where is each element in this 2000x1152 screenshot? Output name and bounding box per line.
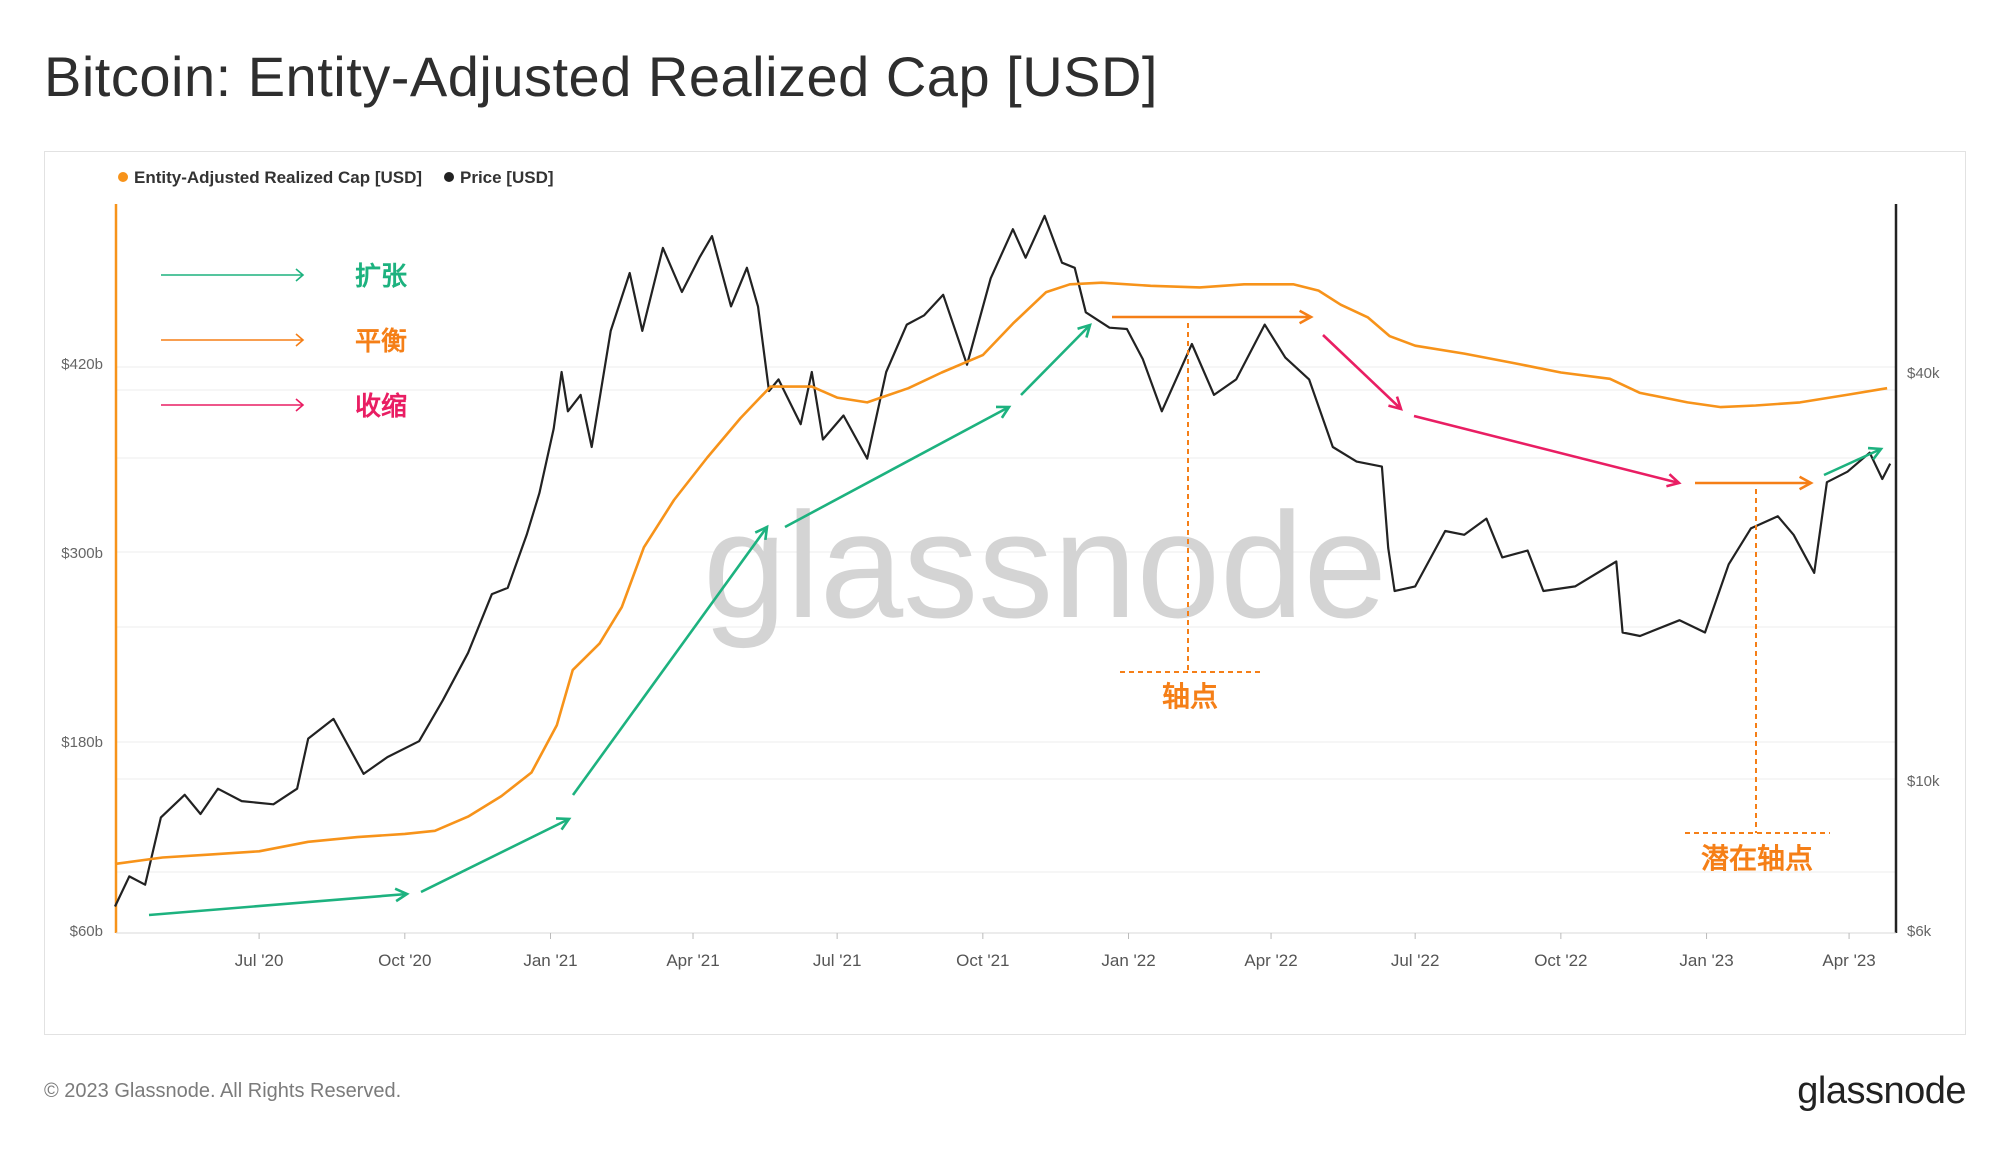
chart-svg: Entity-Adjusted Realized Cap [USD] Price… [61, 168, 1940, 970]
arrow-shaft [148, 892, 408, 917]
arrow-shaft [1413, 414, 1680, 485]
x-tick-label: Jan '23 [1679, 951, 1733, 970]
y-left-tick-label: $300b [61, 545, 103, 562]
y-right-tick-label: $10k [1907, 773, 1940, 790]
annotation-legend-label: 收缩 [355, 391, 407, 421]
chart-legend[interactable]: Entity-Adjusted Realized Cap [USD] Price… [118, 168, 554, 187]
x-tick-label: Oct '21 [956, 951, 1009, 970]
arrow-expansion [571, 524, 769, 796]
x-tick-label: Jan '21 [523, 951, 577, 970]
watermark: glassnode [703, 481, 1387, 649]
annotation-legend-item: 收缩 [161, 391, 407, 421]
arrow-expansion [420, 817, 572, 894]
series-line-price [114, 214, 1892, 907]
y-left-tick-label: $420b [61, 356, 103, 373]
arrow-head [555, 817, 572, 831]
legend-label-price[interactable]: Price [USD] [460, 168, 554, 187]
x-tick-label: Apr '23 [1822, 951, 1875, 970]
arrow-contraction [1322, 334, 1403, 411]
legend-label-realized-cap[interactable]: Entity-Adjusted Realized Cap [USD] [134, 168, 422, 187]
annotation-legend-arrowhead [295, 398, 305, 412]
annotation-legend-label: 平衡 [355, 326, 407, 356]
annotation-legend-item: 扩张 [161, 261, 408, 291]
arrow-shaft [1823, 447, 1882, 477]
arrow-head [1666, 473, 1682, 488]
legend-dot-realized-cap [118, 172, 128, 182]
page-title: Bitcoin: Entity-Adjusted Realized Cap [U… [44, 45, 1158, 108]
footer-logo[interactable]: glassnode [1797, 1070, 1966, 1112]
arrow-contraction [1413, 414, 1682, 488]
arrow-shaft [784, 405, 1010, 529]
series-group [114, 214, 1892, 907]
series-line-realized-cap [114, 281, 1888, 866]
arrow-balance [1112, 309, 1314, 325]
chart-panel: Entity-Adjusted Realized Cap [USD] Price… [44, 151, 1966, 1035]
arrow-head [1388, 396, 1403, 411]
arrow-shaft [1322, 334, 1402, 410]
y-right-tick-label: $6k [1907, 923, 1932, 940]
arrow-head [1798, 475, 1814, 491]
arrow-expansion [784, 405, 1012, 529]
annotation-legend-arrowhead [295, 333, 305, 347]
arrow-head [394, 887, 410, 903]
x-tick-label: Jul '22 [1391, 951, 1440, 970]
y-left-tick-label: $60b [70, 923, 103, 940]
arrow-head [1077, 323, 1092, 338]
arrow-head [995, 405, 1012, 419]
annotation-arrows [148, 309, 1884, 917]
arrow-balance [1695, 475, 1814, 491]
arrow-expansion [1020, 323, 1092, 396]
x-tick-label: Oct '22 [1534, 951, 1587, 970]
arrow-expansion [1823, 446, 1884, 477]
annotation-legend-label: 扩张 [355, 261, 408, 291]
x-tick-label: Jan '22 [1101, 951, 1155, 970]
arrow-shaft [1020, 324, 1091, 396]
footer-copyright: © 2023 Glassnode. All Rights Reserved. [44, 1080, 402, 1102]
x-tick-label: Apr '22 [1244, 951, 1297, 970]
arrow-head [754, 524, 769, 541]
arrow-shaft [571, 526, 769, 796]
chart-axes: $60b $180b $300b $420b $6k $10k $40k Jul '20 Oct… [61, 204, 1940, 970]
y-right-tick-label: $40k [1907, 365, 1940, 382]
arrow-head [1867, 446, 1884, 461]
grid-lines [115, 366, 1895, 873]
pivot-label: 轴点 [1162, 681, 1218, 712]
annotation-legend-item: 平衡 [161, 326, 407, 356]
arrow-shaft [420, 817, 570, 894]
arrow-head [1298, 309, 1314, 325]
x-tick-label: Jul '20 [235, 951, 284, 970]
x-tick-label: Oct '20 [378, 951, 431, 970]
arrow-expansion [148, 887, 410, 917]
x-tick-label: Jul '21 [813, 951, 862, 970]
x-tick-label: Apr '21 [666, 951, 719, 970]
potential-pivot-label: 潜在轴点 [1701, 843, 1813, 874]
annotation-legend-arrowhead [295, 268, 305, 282]
legend-dot-price [444, 172, 454, 182]
y-left-tick-label: $180b [61, 734, 103, 751]
